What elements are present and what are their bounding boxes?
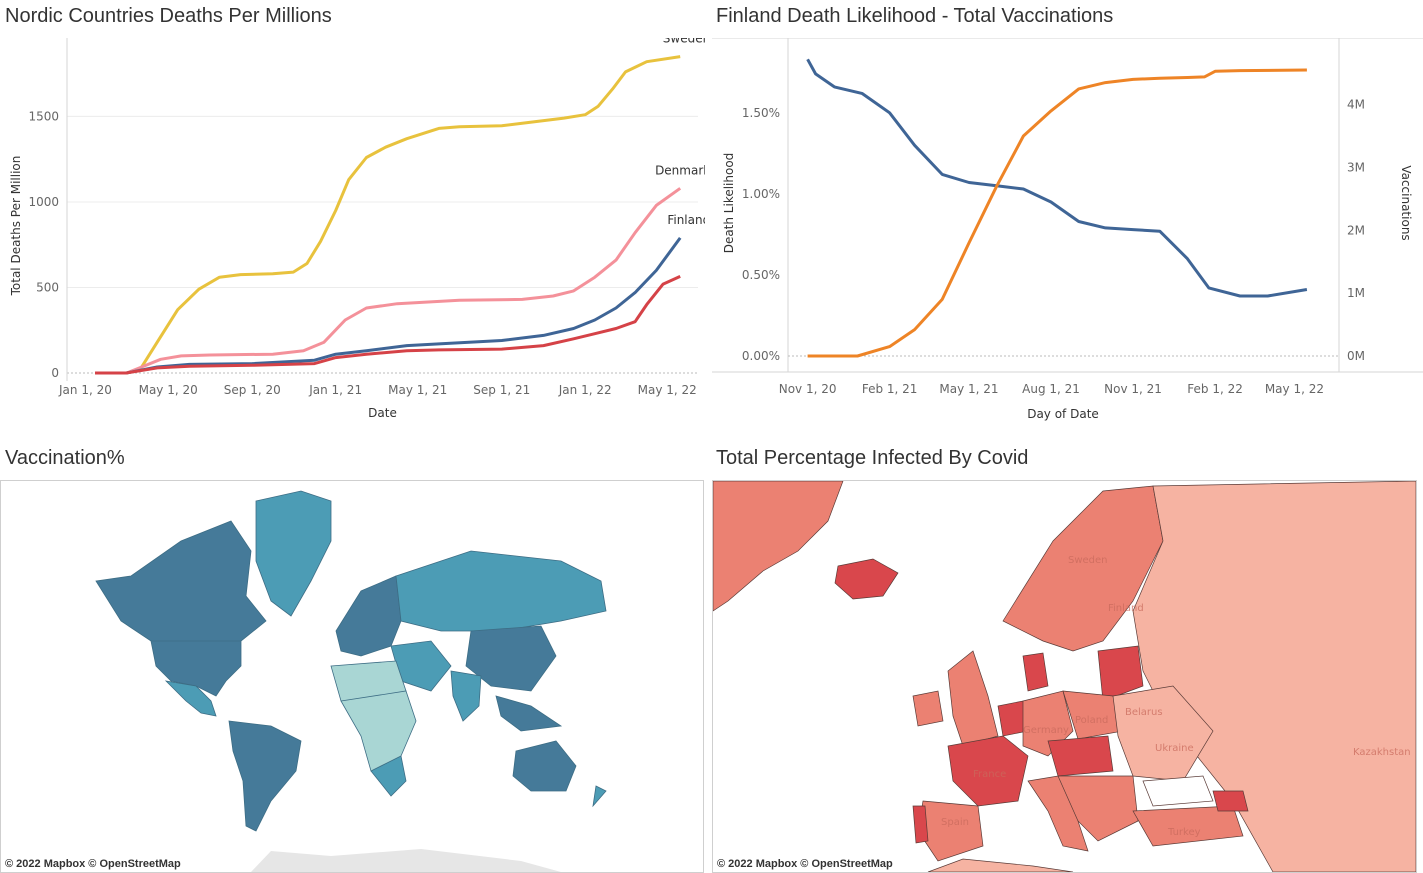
map-portugal xyxy=(912,805,929,844)
series-end-label: Finland xyxy=(667,213,705,227)
map-europe xyxy=(335,575,402,657)
x-tick-label: May 1, 21 xyxy=(939,382,998,396)
map-india xyxy=(450,670,482,722)
y-axis-title: Death Likelihood xyxy=(722,153,736,254)
x-tick-label: Nov 1, 21 xyxy=(1104,382,1162,396)
series-end-label: Sweden xyxy=(663,38,705,46)
y2-tick-label: 2M xyxy=(1347,223,1365,237)
europe-map-shapes: Sweden Finland Poland Ukraine France Spa… xyxy=(713,481,1416,872)
finland-chart-title: Finland Death Likelihood - Total Vaccina… xyxy=(716,5,1114,27)
x-tick-label: May 1, 22 xyxy=(1265,382,1324,396)
x-tick-label: Sep 1, 21 xyxy=(473,383,530,397)
y-tick-label: 1000 xyxy=(28,195,59,209)
series-end-label: Denmark xyxy=(655,163,705,177)
y2-tick-label: 1M xyxy=(1347,286,1365,300)
map-antarctica xyxy=(251,849,561,872)
map-se-asia xyxy=(495,695,563,732)
map-scandinavia xyxy=(1002,485,1164,652)
x-tick-label: May 1, 20 xyxy=(139,383,198,397)
map-black-sea xyxy=(1142,775,1214,807)
map-russia xyxy=(395,550,607,632)
y-tick-label: 0 xyxy=(51,366,59,380)
x-tick-label: Nov 1, 20 xyxy=(779,382,837,396)
map-france xyxy=(947,735,1029,807)
map-denmark xyxy=(1022,652,1049,692)
y-tick-label: 0.50% xyxy=(742,268,780,282)
y2-axis-title: Vaccinations xyxy=(1399,165,1413,240)
map-turkey xyxy=(1132,805,1244,847)
series-line-denmark[interactable] xyxy=(95,187,682,375)
map-label-turkey: Turkey xyxy=(1167,827,1201,838)
map-italy xyxy=(1027,775,1089,852)
nordic-chart-title: Nordic Countries Deaths Per Millions xyxy=(5,5,332,27)
map-baltics xyxy=(1097,645,1144,702)
vaccination-world-map[interactable]: © 2022 Mapbox © OpenStreetMap xyxy=(0,480,704,873)
map-greenland-europe xyxy=(713,481,844,612)
series-line-vaccinations[interactable] xyxy=(807,68,1307,358)
finland-likelihood-vaccination-chart[interactable]: 0.00% 0.50% 1.00% 1.50% 0M 1M 2M 3M 4M Nov 1, 20 F… xyxy=(712,38,1423,430)
map-ireland xyxy=(912,690,944,727)
y-tick-label: 1.00% xyxy=(742,187,780,201)
x-tick-label: May 1, 21 xyxy=(388,383,447,397)
nordic-deaths-line-chart[interactable]: 0 500 1000 1500 Jan 1, 20 May 1, 20 Sep 1, 20 J… xyxy=(0,38,705,430)
world-map-shapes xyxy=(1,481,703,872)
map-label-france: France xyxy=(973,769,1006,780)
map-credit[interactable]: © 2022 Mapbox © OpenStreetMap xyxy=(5,858,181,870)
x-axis-title: Date xyxy=(368,406,397,420)
y-tick-label: 1.50% xyxy=(742,106,780,120)
map-uk xyxy=(947,650,999,747)
y2-tick-label: 0M xyxy=(1347,349,1365,363)
map-label-sweden: Sweden xyxy=(1068,555,1108,566)
map-south-america xyxy=(228,720,302,832)
map-south-africa xyxy=(370,755,407,797)
x-tick-label: Jan 1, 22 xyxy=(558,383,612,397)
map-greenland xyxy=(255,490,332,617)
map-credit[interactable]: © 2022 Mapbox © OpenStreetMap xyxy=(717,858,893,870)
map-north-africa-europe xyxy=(927,858,1074,872)
x-axis-title: Day of Date xyxy=(1027,407,1099,421)
x-tick-label: May 1, 22 xyxy=(638,383,697,397)
map-new-zealand xyxy=(592,785,607,808)
map-australia xyxy=(512,740,577,792)
map-label-kazakhstan: Kazakhstan xyxy=(1353,747,1411,758)
y-tick-label: 500 xyxy=(36,280,59,294)
map-iceland xyxy=(834,558,899,600)
map-czech-austria xyxy=(1047,735,1114,777)
y2-tick-label: 3M xyxy=(1347,160,1365,174)
y-axis-title: Total Deaths Per Million xyxy=(9,156,23,297)
series-line-sweden[interactable] xyxy=(95,55,681,375)
x-tick-label: Feb 1, 22 xyxy=(1187,382,1243,396)
map-china xyxy=(465,625,557,692)
series-line-unnamed[interactable] xyxy=(95,275,681,375)
map-label-finland: Finland xyxy=(1108,603,1144,614)
map-mexico xyxy=(164,680,217,717)
series-line-death-likelihood[interactable] xyxy=(806,58,1308,298)
x-tick-label: Jan 1, 20 xyxy=(58,383,112,397)
map-label-germany: Germany xyxy=(1023,725,1069,736)
y2-tick-label: 4M xyxy=(1347,98,1365,112)
series-line-finland[interactable] xyxy=(95,237,682,375)
map-label-belarus: Belarus xyxy=(1125,707,1163,718)
map-label-ukraine: Ukraine xyxy=(1155,743,1194,754)
y-tick-label: 0.00% xyxy=(742,349,780,363)
x-tick-label: Feb 1, 21 xyxy=(862,382,918,396)
map-label-spain: Spain xyxy=(941,817,969,828)
x-tick-label: Jan 1, 21 xyxy=(308,383,362,397)
infected-map-title: Total Percentage Infected By Covid xyxy=(716,447,1029,469)
map-usa xyxy=(150,640,242,697)
x-tick-label: Aug 1, 21 xyxy=(1022,382,1080,396)
vaccination-map-title: Vaccination% xyxy=(5,447,125,469)
map-caucasus xyxy=(1212,790,1249,812)
y-tick-label: 1500 xyxy=(28,109,59,123)
infected-europe-map[interactable]: Sweden Finland Poland Ukraine France Spa… xyxy=(712,480,1417,873)
map-label-poland: Poland xyxy=(1075,715,1108,726)
x-tick-label: Sep 1, 20 xyxy=(224,383,281,397)
